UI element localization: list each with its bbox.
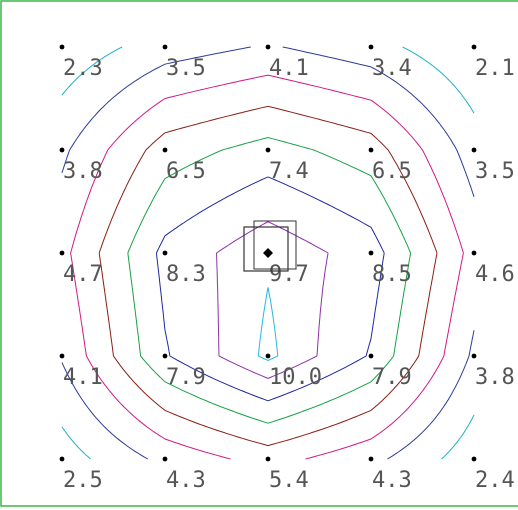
grid-point-r3-c1: [162, 353, 168, 359]
contour-level-5: [155, 176, 385, 402]
grid-point-r2-c4: [471, 250, 477, 256]
grid-value-label: 7.4: [269, 159, 309, 184]
grid-value-label: 6.5: [372, 159, 412, 184]
grid-value-label: 3.4: [372, 56, 412, 81]
grid-point-r1-c2: [265, 147, 271, 153]
grid-point-r3-c4: [471, 353, 477, 359]
grid-point-r3-c0: [59, 353, 65, 359]
contour-level-2: [70, 74, 464, 460]
grid-point-r4-c1: [162, 456, 168, 462]
selection-marker: [243, 220, 297, 272]
grid-point-r1-c1: [162, 147, 168, 153]
grid-value-label: 8.3: [166, 262, 206, 287]
grid-value-label: 8.5: [372, 262, 412, 287]
grid-point-r4-c2: [265, 456, 271, 462]
grid-value-label: 4.7: [63, 262, 103, 287]
grid-value-label: 4.3: [166, 468, 206, 493]
grid-point-r0-c1: [162, 44, 168, 50]
grid-value-label: 7.9: [372, 365, 412, 390]
contour-level-7: [257, 287, 279, 361]
marker-inner-box: [253, 220, 297, 270]
grid-value-label: 3.8: [475, 365, 515, 390]
contour-level-1: [61, 46, 475, 460]
grid-value-label: 3.5: [166, 56, 206, 81]
grid-value-label: 3.5: [475, 159, 515, 184]
grid-value-label: 4.1: [269, 56, 309, 81]
grid-value-label: 10.0: [269, 365, 322, 390]
marker-center-diamond: [263, 248, 273, 258]
grid-point-r4-c3: [368, 456, 374, 462]
grid-value-label: 4.3: [372, 468, 412, 493]
grid-value-label: 4.6: [475, 262, 515, 287]
grid-points: [59, 44, 477, 462]
grid-point-r2-c3: [368, 250, 374, 256]
grid-point-r3-c3: [368, 353, 374, 359]
grid-point-r1-c0: [59, 147, 65, 153]
grid-point-r0-c3: [368, 44, 374, 50]
contour-lines: [61, 46, 475, 460]
grid-point-r0-c0: [59, 44, 65, 50]
grid-value-label: 7.9: [166, 365, 206, 390]
grid-value-label: 2.4: [475, 468, 515, 493]
grid-value-labels: 2.3 3.5 4.1 3.4 2.1 3.8 6.5 7.4 6.5 3.5 4.7 8.3 9.7 8…: [63, 56, 515, 493]
marker-outer-box: [243, 226, 289, 272]
grid-point-r3-c2: [265, 353, 271, 359]
grid-value-label: 4.1: [63, 365, 103, 390]
grid-value-label: 2.1: [475, 56, 515, 81]
contour-level-0: [61, 46, 475, 460]
grid-value-label: 6.5: [166, 159, 206, 184]
grid-point-r2-c0: [59, 250, 65, 256]
grid-point-r2-c1: [162, 250, 168, 256]
contour-level-6: [216, 221, 329, 379]
grid-value-label: 2.5: [63, 468, 103, 493]
grid-point-r1-c3: [368, 147, 374, 153]
grid-point-r0-c2: [265, 44, 271, 50]
grid-point-r0-c4: [471, 44, 477, 50]
grid-point-r4-c4: [471, 456, 477, 462]
grid-value-label: 2.3: [63, 56, 103, 81]
grid-point-r4-c0: [59, 456, 65, 462]
grid-point-r1-c4: [471, 147, 477, 153]
contour-level-4: [127, 137, 412, 424]
contour-level-3: [98, 105, 438, 447]
grid-value-label: 9.7: [269, 262, 309, 287]
grid-value-label: 3.8: [63, 159, 103, 184]
grid-value-label: 5.4: [269, 468, 309, 493]
